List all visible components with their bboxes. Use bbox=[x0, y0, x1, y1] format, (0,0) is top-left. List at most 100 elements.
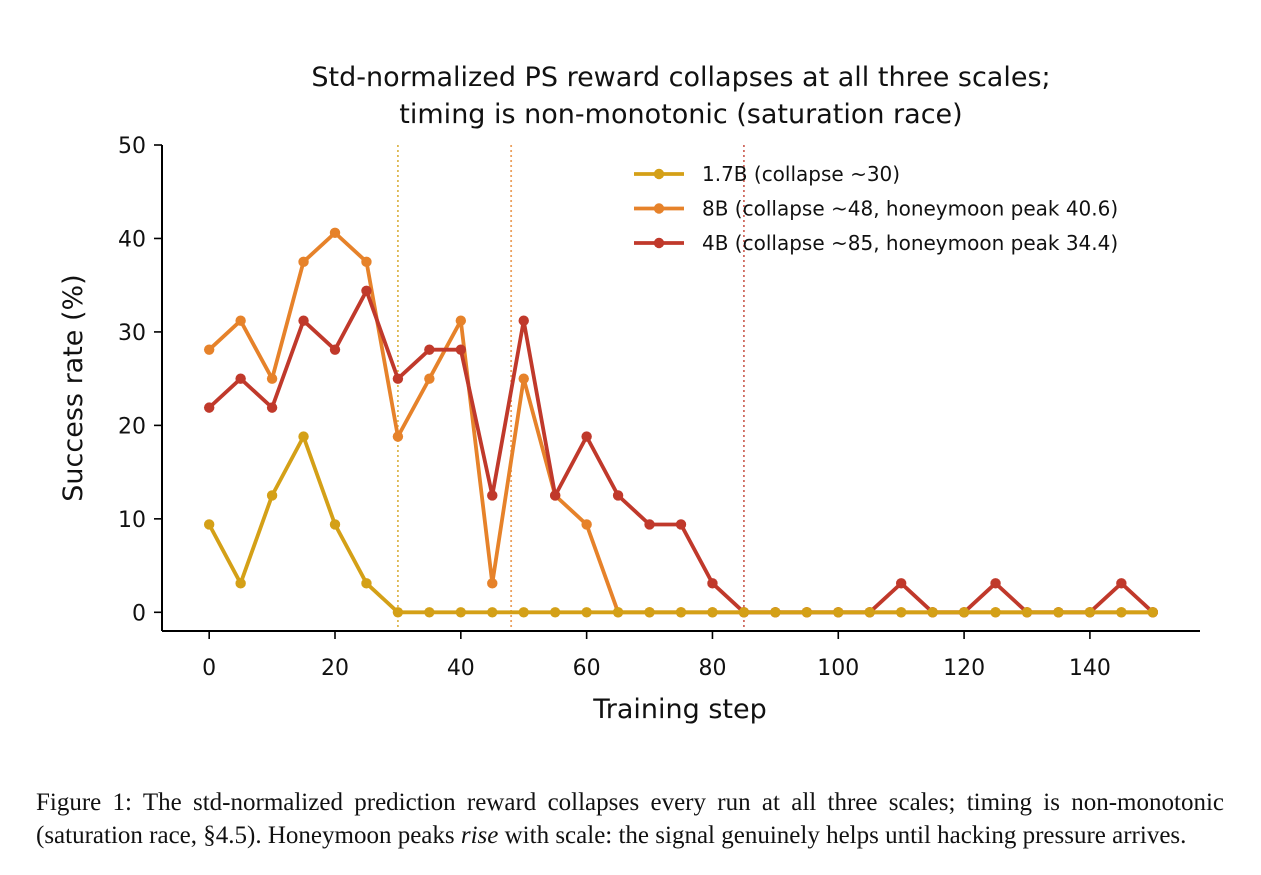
data-point bbox=[1053, 607, 1064, 618]
data-point bbox=[518, 315, 529, 326]
data-point bbox=[549, 490, 561, 501]
series-1 bbox=[203, 285, 1159, 618]
title-line-2: timing is non-monotonic (saturation race… bbox=[399, 99, 962, 130]
data-point bbox=[675, 519, 687, 530]
data-point bbox=[455, 344, 467, 355]
data-point bbox=[990, 607, 1001, 618]
legend-label: 4B (collapse ~85, honeymoon peak 34.4) bbox=[702, 231, 1118, 255]
data-point bbox=[801, 607, 813, 618]
data-point bbox=[203, 344, 215, 355]
data-point bbox=[707, 578, 718, 589]
legend-swatch-marker bbox=[653, 168, 665, 180]
series-2 bbox=[203, 431, 1159, 618]
legend: 1.7B (collapse ~30) 8B (collapse ~48, hon… bbox=[634, 162, 1118, 255]
data-point bbox=[581, 519, 592, 530]
data-point bbox=[1021, 607, 1033, 618]
x-tick-label: 120 bbox=[943, 656, 985, 681]
data-point bbox=[644, 607, 655, 618]
data-point bbox=[958, 607, 970, 618]
data-point bbox=[266, 490, 278, 501]
data-point bbox=[1116, 578, 1127, 589]
figure-caption: Figure 1: The std-normalized prediction … bbox=[36, 786, 1224, 852]
y-tick-label: 20 bbox=[118, 414, 146, 439]
legend-label: 8B (collapse ~48, honeymoon peak 40.6) bbox=[702, 197, 1118, 221]
data-point bbox=[644, 519, 655, 530]
series-0 bbox=[203, 227, 1159, 618]
data-point bbox=[1147, 607, 1159, 618]
data-point bbox=[424, 373, 435, 384]
y-tick-label: 50 bbox=[118, 134, 146, 159]
data-point bbox=[895, 607, 907, 618]
legend-swatch-marker bbox=[653, 203, 665, 214]
data-point bbox=[424, 607, 435, 618]
data-point bbox=[581, 607, 592, 618]
data-point bbox=[895, 578, 907, 589]
data-point bbox=[487, 578, 498, 589]
data-point bbox=[266, 373, 278, 384]
data-point bbox=[581, 431, 592, 442]
data-point bbox=[266, 402, 278, 413]
data-point bbox=[329, 344, 341, 355]
data-point bbox=[203, 519, 215, 530]
data-point bbox=[455, 607, 467, 618]
data-point bbox=[612, 490, 624, 501]
data-point bbox=[770, 607, 781, 618]
data-point bbox=[1116, 607, 1127, 618]
caption-tail: with scale: the signal genuinely helps u… bbox=[498, 822, 1187, 849]
data-point bbox=[487, 490, 498, 501]
data-point bbox=[235, 315, 246, 326]
axes: 0 20 40 60 80 100 120 140 0 10 20 30 40 50 bbox=[118, 134, 1200, 681]
x-axis-label: Training step bbox=[592, 694, 767, 725]
y-tick-label: 0 bbox=[132, 601, 146, 626]
legend-swatch-marker bbox=[653, 237, 665, 249]
data-point bbox=[864, 607, 875, 618]
legend-item: 1.7B (collapse ~30) bbox=[634, 162, 900, 186]
x-tick-label: 20 bbox=[321, 656, 349, 681]
title-line-1: Std-normalized PS reward collapses at al… bbox=[311, 62, 1050, 93]
data-point bbox=[738, 607, 750, 618]
data-point bbox=[298, 256, 309, 268]
y-tick-label: 40 bbox=[118, 227, 146, 252]
x-tick-label: 100 bbox=[817, 656, 859, 681]
data-point bbox=[298, 431, 309, 442]
data-point bbox=[361, 285, 372, 296]
data-point bbox=[707, 607, 718, 618]
data-point bbox=[424, 344, 435, 355]
x-tick-label: 0 bbox=[202, 656, 216, 681]
data-point bbox=[518, 373, 529, 384]
series-layer bbox=[203, 227, 1159, 618]
data-point bbox=[1084, 607, 1096, 618]
data-point bbox=[392, 431, 404, 442]
data-point bbox=[392, 373, 404, 384]
data-point bbox=[361, 578, 372, 589]
series-line bbox=[207, 288, 1155, 615]
data-point bbox=[549, 607, 561, 618]
caption-emphasis: rise bbox=[460, 822, 499, 849]
data-point bbox=[329, 227, 341, 239]
data-point bbox=[298, 315, 309, 326]
data-point bbox=[833, 607, 844, 618]
data-point bbox=[927, 607, 938, 618]
x-tick-label: 40 bbox=[447, 656, 475, 681]
data-point bbox=[235, 578, 246, 589]
chart-title: Std-normalized PS reward collapses at al… bbox=[311, 62, 1050, 130]
caption-lead: Figure 1: The std-normalized prediction … bbox=[36, 789, 1224, 849]
y-tick-label: 10 bbox=[118, 508, 146, 533]
collapse-markers bbox=[397, 145, 745, 631]
legend-item: 8B (collapse ~48, honeymoon peak 40.6) bbox=[634, 197, 1118, 221]
legend-label: 1.7B (collapse ~30) bbox=[702, 162, 900, 186]
data-point bbox=[235, 373, 246, 384]
data-point bbox=[392, 607, 404, 618]
y-axis-label: Success rate (%) bbox=[58, 274, 89, 501]
legend-item: 4B (collapse ~85, honeymoon peak 34.4) bbox=[634, 231, 1118, 255]
y-tick-label: 30 bbox=[118, 321, 146, 346]
data-point bbox=[361, 256, 372, 268]
data-point bbox=[329, 519, 341, 530]
data-point bbox=[612, 607, 624, 618]
data-point bbox=[675, 607, 687, 618]
line-chart: Std-normalized PS reward collapses at al… bbox=[58, 62, 1200, 725]
data-point bbox=[455, 315, 467, 326]
x-tick-label: 140 bbox=[1069, 656, 1111, 681]
data-point bbox=[487, 607, 498, 618]
data-point bbox=[518, 607, 529, 618]
